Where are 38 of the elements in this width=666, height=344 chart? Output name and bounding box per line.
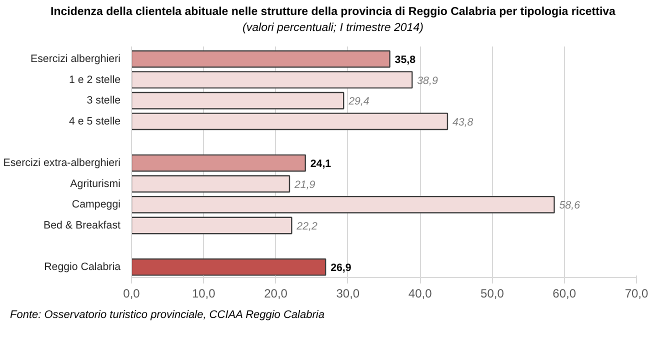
y-tick-label: Reggio Calabria: [44, 261, 121, 274]
y-tick-label: 4 e 5 stelle: [68, 115, 121, 128]
chart-subtitle: (valori percentuali; I trimestre 2014): [242, 21, 424, 36]
data-label: 58,6: [559, 200, 580, 212]
x-tick-label: 10,0: [192, 286, 216, 300]
x-tick-label: 70,0: [624, 286, 649, 300]
data-label: 24,1: [310, 158, 332, 170]
bar: [132, 92, 344, 110]
data-label: 29,4: [348, 96, 370, 108]
y-tick-label: Esercizi extra-alberghieri: [3, 157, 121, 170]
bar: [132, 175, 290, 193]
data-label: 43,8: [452, 116, 474, 128]
bar: [132, 196, 555, 214]
bar: [132, 154, 306, 172]
x-tick-label: 30,0: [336, 286, 360, 300]
y-tick-label: Esercizi alberghieri: [30, 52, 121, 65]
data-label: 22,2: [296, 220, 318, 232]
y-tick-label: 3 stelle: [86, 94, 121, 107]
bar: [132, 50, 390, 68]
bar: [132, 112, 448, 130]
bar: [132, 216, 292, 234]
x-tick-label: 50,0: [480, 286, 504, 300]
y-tick-label: 1 e 2 stelle: [68, 74, 121, 86]
data-label: 38,9: [417, 74, 438, 87]
x-tick-label: 20,0: [264, 286, 288, 300]
data-label: 21,9: [293, 178, 316, 191]
source-note: Fonte: Osservatorio turistico provinciale, CCIAA Reggio Calabria: [10, 308, 324, 323]
bar: [132, 258, 326, 276]
data-label: 26,9: [330, 262, 352, 274]
x-tick-label: 60,0: [552, 286, 576, 300]
y-tick-label: Agriturismi: [70, 178, 120, 190]
y-tick-label: Campeggi: [72, 198, 121, 211]
x-tick-label: 0,0: [123, 286, 140, 300]
x-tick-label: 40,0: [408, 286, 432, 300]
data-label: 35,8: [394, 54, 416, 66]
chart-title: Incidenza della clientela abituale nelle strutture della provincia di Reggio Calabria per tipologia ricettiva: [50, 5, 616, 20]
y-tick-label: Bed & Breakfast: [43, 219, 121, 232]
bar: [132, 71, 413, 89]
